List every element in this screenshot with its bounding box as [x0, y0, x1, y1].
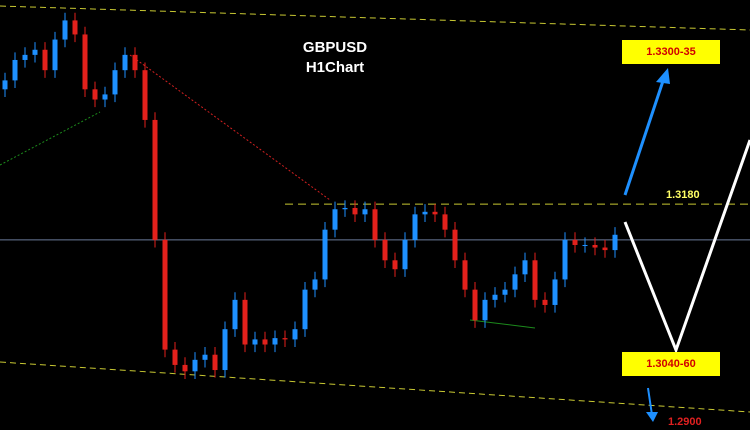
arrow-head — [656, 68, 670, 84]
candle-body — [112, 70, 118, 95]
candle-body — [402, 239, 408, 270]
trend-line — [469, 319, 536, 329]
candle-body — [42, 49, 48, 71]
candle-body — [252, 339, 258, 345]
chart-subtitle: H1Chart — [306, 59, 364, 76]
target-label: 1.3300-35 — [646, 46, 696, 58]
candle-body — [482, 299, 488, 321]
candle-body — [382, 239, 388, 261]
channel-bottom — [0, 361, 750, 413]
candle-body — [602, 247, 608, 251]
candle-body — [502, 289, 508, 295]
candle-body — [292, 329, 298, 340]
candle-body — [422, 211, 428, 215]
target-box — [622, 352, 720, 376]
candle-body — [172, 349, 178, 365]
candle-body — [52, 39, 58, 71]
candle-body — [232, 299, 238, 330]
candle-body — [412, 214, 418, 240]
candle-body — [522, 260, 528, 275]
candle-body — [552, 279, 558, 305]
candle-body — [362, 209, 368, 215]
candle-body — [142, 70, 148, 120]
arrow-head — [646, 412, 658, 422]
candle-body — [22, 54, 28, 60]
candle-body — [582, 244, 588, 246]
target-label: 1.3040-60 — [646, 358, 696, 370]
target-label: 1.2900 — [668, 416, 702, 428]
candle-body — [612, 234, 618, 251]
candle-body — [82, 34, 88, 90]
candle-body — [462, 260, 468, 290]
candle-body — [592, 244, 598, 248]
candle-body — [62, 20, 68, 40]
candle-body — [442, 214, 448, 230]
candle-body — [272, 338, 278, 345]
candle-body — [162, 239, 168, 350]
candle-body — [132, 54, 138, 71]
candle-body — [102, 94, 108, 100]
arrow-down — [647, 387, 653, 416]
projection — [623, 139, 750, 355]
candle-body — [282, 338, 288, 340]
candle-body — [392, 260, 398, 270]
level-label: 1.3180 — [666, 189, 700, 201]
candle-body — [332, 209, 338, 230]
candle-body — [512, 274, 518, 290]
candle-body — [372, 209, 378, 240]
candle-body — [152, 119, 158, 240]
candle-body — [322, 229, 328, 280]
candle-body — [2, 80, 8, 90]
candle-body — [432, 211, 438, 215]
candle-body — [12, 59, 18, 81]
candle-body — [352, 207, 358, 215]
channel-top — [0, 5, 750, 31]
candle-body — [92, 89, 98, 100]
trend-line — [129, 54, 331, 201]
candle-body — [342, 207, 348, 210]
arrow-up — [623, 74, 667, 196]
candle-body — [212, 354, 218, 371]
candle-body — [452, 229, 458, 261]
candle-body — [72, 20, 78, 35]
candle-body — [262, 339, 268, 345]
candle-body — [182, 364, 188, 372]
candle-body — [302, 289, 308, 330]
candle-body — [562, 239, 568, 280]
candle-body — [222, 329, 228, 371]
target-box — [622, 40, 720, 64]
plot: 1.3180 — [0, 12, 750, 379]
candle-body — [472, 289, 478, 321]
candle-body — [532, 260, 538, 300]
candle-body — [242, 299, 248, 345]
candle-body — [192, 359, 198, 372]
candle-body — [122, 54, 128, 71]
candle-body — [492, 294, 498, 300]
candle-body — [542, 299, 548, 305]
candle-body — [202, 354, 208, 360]
candle-body — [32, 49, 38, 55]
candle-body — [312, 279, 318, 290]
candle-body — [572, 239, 578, 245]
chart-title: GBPUSD — [303, 39, 367, 56]
trend-line — [0, 111, 101, 166]
